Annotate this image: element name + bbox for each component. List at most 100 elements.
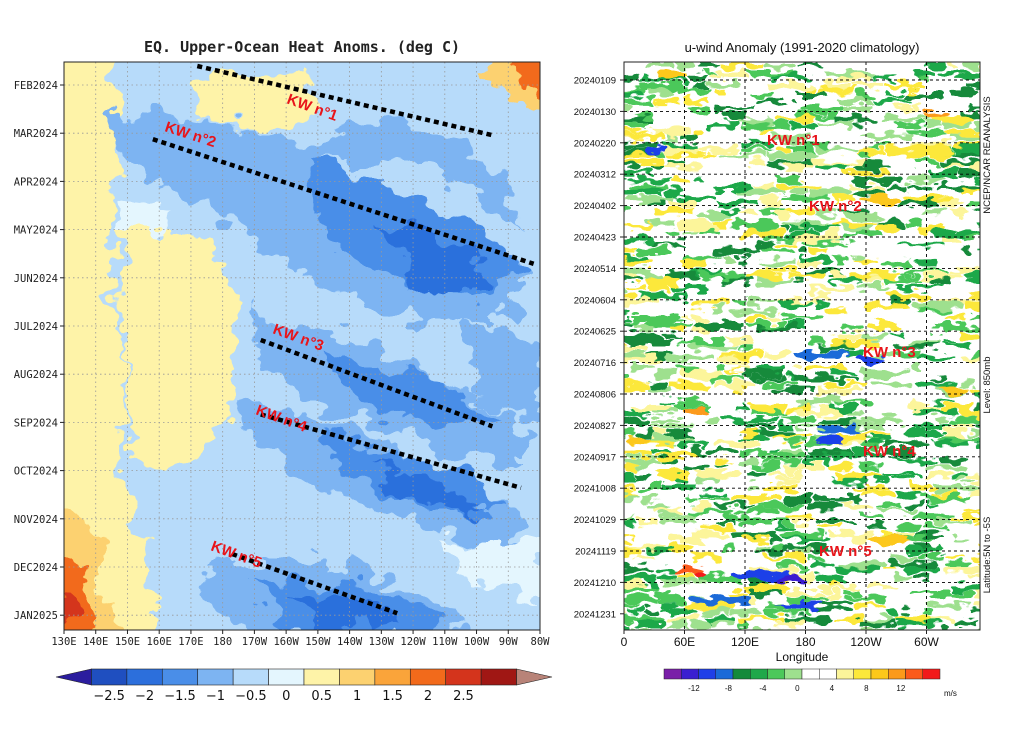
wind-streak (770, 544, 782, 550)
wind-streak (885, 440, 927, 447)
wind-streak (744, 536, 770, 541)
wind-streak (755, 364, 787, 372)
right-x-tick-label: 0 (621, 635, 628, 649)
wind-streak (988, 113, 1024, 120)
wind-streak (950, 152, 980, 157)
wind-streak (952, 423, 974, 430)
wind-streak (772, 435, 809, 441)
right-colorbar-swatch (732, 668, 751, 680)
left-x-tick-label: 150E (115, 636, 140, 648)
wind-streak (904, 92, 942, 99)
wind-streak (834, 333, 865, 340)
left-x-tick-label: 160W (273, 636, 299, 648)
wind-streak (944, 554, 966, 559)
wind-streak (709, 82, 740, 88)
right-y-tick-label: 20240514 (574, 264, 616, 275)
wind-streak (726, 369, 738, 374)
wind-streak (807, 458, 831, 465)
wind-streak (626, 284, 646, 290)
wind-streak (761, 248, 792, 255)
wind-streak (904, 220, 925, 226)
wind-streak (624, 273, 639, 279)
left-axis-ticks: 130E 140E 150E 160E 170E 180 170W 160W 150W 140W 1… (14, 80, 550, 648)
wind-streak (624, 92, 644, 98)
wind-streak (812, 208, 838, 216)
wind-streak (624, 177, 627, 183)
wind-streak (665, 152, 702, 158)
wind-streak (883, 260, 912, 267)
left-x-tick-label: 150W (305, 636, 331, 648)
wind-streak (677, 400, 704, 406)
right-colorbar-swatch (801, 668, 820, 680)
wind-streak (939, 201, 960, 207)
wind-streak (956, 142, 980, 148)
wind-streak (737, 189, 788, 194)
wind-streak (885, 82, 929, 89)
wind-streak (910, 400, 926, 407)
wind-streak (624, 452, 653, 459)
wind-streak (938, 184, 980, 191)
wind-anomaly-blob (690, 595, 750, 605)
wind-streak (808, 339, 826, 344)
wind-streak (924, 464, 964, 470)
wind-streak (624, 142, 659, 148)
wind-streak (915, 302, 962, 309)
wind-streak (670, 201, 694, 208)
right-y-tick-label: 20240109 (574, 76, 616, 87)
wind-streak (640, 292, 687, 300)
wind-streak (933, 484, 980, 491)
wind-streak (669, 620, 691, 627)
left-colorbar-swatch (197, 668, 234, 686)
wind-streak (678, 369, 724, 377)
left-x-tick-label: 130W (369, 636, 395, 648)
wind-anomaly-blob (790, 374, 840, 382)
wind-streak (866, 278, 883, 284)
wind-streak (961, 356, 980, 363)
wind-streak (766, 268, 803, 273)
wind-streak (762, 609, 810, 616)
left-y-tick-label: APR2024 (14, 176, 58, 188)
left-colorbar-tick: −0.5 (235, 689, 267, 704)
wind-anomaly-blob (792, 351, 848, 359)
wind-streak (894, 476, 915, 482)
wind-streak (796, 248, 810, 253)
wind-streak (741, 122, 791, 130)
wind-streak (787, 596, 828, 602)
wind-streak (627, 609, 642, 616)
wind-streak (734, 256, 749, 263)
wind-streak (749, 417, 776, 423)
left-colorbar-tick: 0.5 (311, 689, 332, 704)
right-gridlines (624, 62, 980, 630)
left-x-tick-label: 140W (337, 636, 363, 648)
wind-streak (948, 268, 980, 273)
wind-streak (695, 476, 719, 484)
wind-streak (793, 189, 809, 195)
wind-streak (968, 574, 980, 581)
wind-streak (666, 430, 695, 437)
wind-streak (929, 616, 959, 622)
wind-streak (624, 189, 663, 194)
wind-streak (689, 302, 727, 308)
wind-streak (763, 554, 807, 560)
wind-streak (792, 519, 811, 525)
right-colorbar-swatch (750, 668, 768, 680)
wind-streak (662, 519, 698, 524)
wind-streak (988, 225, 1002, 232)
wind-streak (903, 567, 941, 572)
wind-anomaly-blob (645, 147, 665, 153)
wind-streak (791, 122, 817, 128)
wind-streak (665, 616, 701, 622)
wind-streak (781, 316, 826, 321)
right-colorbar-tick: 0 (795, 684, 800, 693)
wind-streak (708, 376, 744, 382)
wind-streak (931, 519, 972, 524)
wind-streak (791, 364, 804, 371)
wind-streak (927, 490, 962, 497)
wind-streak (955, 514, 980, 519)
wind-streak (750, 405, 788, 411)
wind-streak (636, 112, 655, 119)
wind-streak (950, 208, 968, 215)
left-x-tick-label: 110W (432, 636, 458, 648)
wind-streak (628, 458, 662, 465)
wind-streak (826, 382, 849, 388)
